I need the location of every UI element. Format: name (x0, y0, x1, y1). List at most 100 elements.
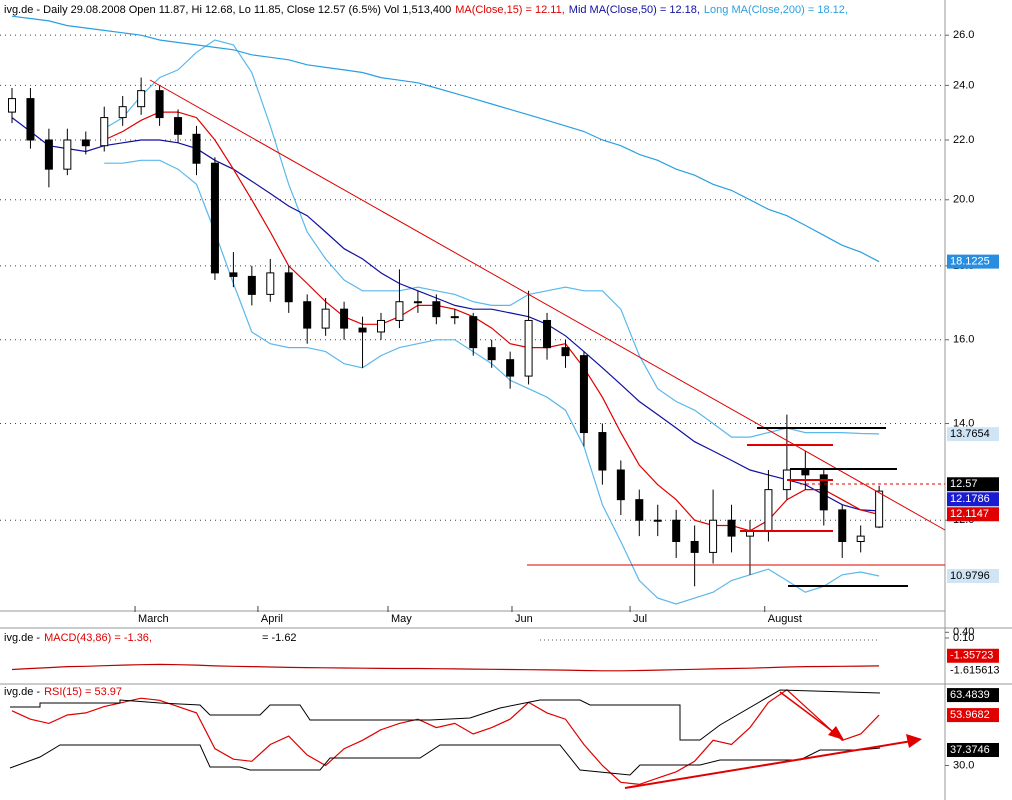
trend-line (149, 79, 946, 531)
value-box (947, 427, 999, 442)
value-box (947, 254, 999, 269)
candle-body (598, 432, 607, 471)
candle-body (174, 117, 183, 135)
value-box-label: 13.7654 (950, 428, 990, 440)
y-tick-label: 14.0 (953, 417, 974, 429)
y-tick-label: 22.0 (953, 134, 974, 146)
candle-body (450, 316, 459, 319)
candle-body (875, 490, 884, 528)
x-tick-label: Jul (633, 613, 647, 625)
value-box-label: 37.3746 (950, 744, 990, 756)
title-part: ivg.de - (4, 686, 40, 698)
candle-body (303, 301, 312, 329)
arrow-head (906, 734, 922, 748)
value-box (947, 568, 999, 583)
candle-body (7, 98, 16, 113)
value-box-label: 10.9796 (950, 570, 990, 582)
candle-body (229, 272, 238, 277)
y-tick-label: 20.0 (953, 194, 974, 206)
candle-body (395, 301, 404, 321)
value-box (947, 507, 999, 522)
candle-body (137, 90, 146, 108)
title-part: RSI(15) = 53.97 (44, 686, 122, 698)
candle-body (524, 319, 533, 377)
candle-body (358, 327, 367, 333)
candle-body (210, 162, 219, 274)
panel-title: ivg.de - MACD(43,86) = -1.36, = -1.62 (4, 632, 297, 644)
candle-body (672, 519, 681, 542)
candle-body (819, 474, 828, 511)
candle-body (118, 106, 127, 119)
candle-body (764, 489, 773, 532)
title-part: Long MA(Close,200) = 18.12, (704, 4, 848, 16)
candle-body (376, 319, 385, 333)
candle-body (192, 133, 201, 164)
value-box (947, 648, 999, 663)
candle-body (487, 347, 496, 361)
title-part: = -1.62 (262, 632, 297, 644)
y-tick-label: 26.0 (953, 29, 974, 41)
candle-body (543, 319, 552, 349)
rsi-arrow (779, 691, 837, 735)
y-tick-label: 24.0 (953, 79, 974, 91)
y-tick-label: 16.0 (953, 334, 974, 346)
title-part: ivg.de - (4, 632, 40, 644)
value-box (947, 688, 999, 703)
value-box-label: -1.35723 (950, 650, 993, 662)
x-tick-label: Jun (515, 613, 533, 625)
candle-body (155, 90, 164, 119)
rsi-channel-upper (10, 689, 881, 741)
candle-body (653, 519, 662, 522)
drawings (9, 79, 946, 789)
title-part: Mid MA(Close,50) = 12.18, (569, 4, 700, 16)
value-box (947, 708, 999, 723)
candle-body (635, 499, 644, 521)
indicator-line (11, 663, 880, 672)
value-box (947, 663, 999, 678)
x-tick-label: April (261, 613, 283, 625)
candle-body (432, 301, 441, 318)
rsi-channel-lower (9, 744, 881, 776)
candle-body (247, 275, 256, 295)
panel-title: ivg.de - Daily 29.08.2008 Open 11.87, Hi… (4, 4, 848, 16)
value-box-label: 12.1786 (950, 493, 990, 505)
value-box (947, 492, 999, 507)
candle-body (340, 308, 349, 329)
candle-body (413, 301, 422, 304)
x-tick-label: August (768, 613, 802, 625)
indicator-line (11, 689, 880, 786)
indicator-line (11, 15, 880, 263)
candle-body (616, 469, 625, 501)
value-box-label: 63.4839 (950, 689, 990, 701)
candle-body (63, 139, 72, 170)
candle-body (284, 272, 293, 303)
value-box-label: 18.1225 (950, 256, 990, 268)
candle-body (100, 117, 109, 147)
arrow-head (828, 726, 844, 740)
candle-body (506, 359, 515, 377)
marks: ivg.de - Daily 29.08.2008 Open 11.87, Hi… (0, 4, 1000, 786)
y-tick-label: 0.40 (953, 626, 974, 638)
candle-body (709, 519, 718, 553)
candle-body (469, 316, 478, 349)
y-tick-label: 0.10 (953, 632, 974, 644)
candle-body (838, 509, 847, 542)
candle-body (561, 347, 570, 357)
candle-body (727, 519, 736, 537)
title-part: MA(Close,15) = 12.11, (455, 4, 565, 16)
candle-body (801, 469, 810, 476)
candle-body (856, 535, 865, 542)
value-box-label: -1.615613 (950, 665, 1000, 677)
candle-body (321, 308, 330, 329)
value-box-label: 12.57 (950, 478, 978, 490)
rsi-arrow (624, 740, 913, 789)
panel-title: ivg.de - RSI(15) = 53.97 (4, 686, 122, 698)
value-box-label: 12.1147 (950, 508, 989, 520)
candle-body (579, 355, 588, 434)
candle-body (266, 272, 275, 295)
indicator-line (11, 117, 880, 512)
candle-body (26, 98, 35, 141)
